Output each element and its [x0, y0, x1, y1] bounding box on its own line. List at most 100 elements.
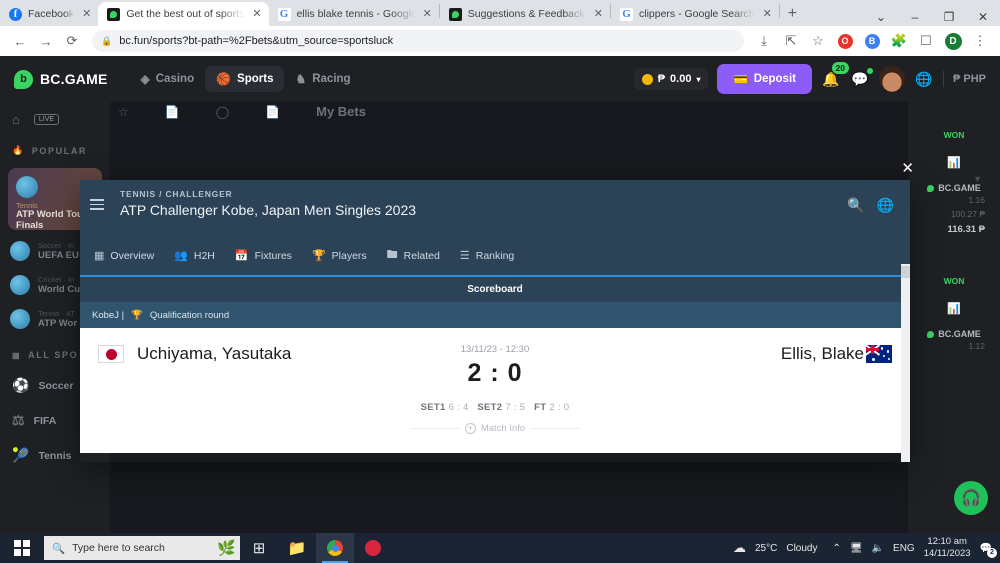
japan-flag	[98, 345, 124, 364]
forward-icon[interactable]: →	[39, 33, 53, 49]
weather-temp[interactable]: 25°C	[755, 542, 778, 554]
sidebar-item-fifa[interactable]: ⚖ FIFA	[0, 403, 110, 438]
install-icon[interactable]: ⤓	[761, 33, 767, 48]
blue-extension-icon[interactable]: B	[860, 29, 884, 53]
weather-desc[interactable]: Cloudy	[786, 542, 818, 554]
tab-ranking[interactable]: ☰ Ranking	[460, 249, 514, 263]
clock[interactable]: 12:10 am 14/11/2023	[924, 536, 971, 560]
modal-scrollbar[interactable]	[901, 264, 910, 462]
star-icon[interactable]: ☆	[118, 104, 129, 119]
match-detail-modal: TENNIS / CHALLENGER ATP Challenger Kobe,…	[80, 180, 910, 462]
mybets-icon[interactable]: 📄	[265, 104, 281, 119]
close-icon[interactable]: ✕	[422, 7, 432, 20]
monitor-icon[interactable]: 🖥	[849, 542, 863, 554]
close-icon[interactable]: ✕	[252, 7, 262, 20]
site-logo[interactable]: b BC.GAME	[14, 69, 108, 89]
opera-extension-icon[interactable]: O	[833, 29, 857, 53]
clock-time: 12:10 am	[927, 536, 967, 548]
tab-h2h[interactable]: 👥 H2H	[174, 249, 215, 263]
modal-scrollbar-thumb[interactable]	[901, 266, 910, 278]
bet-brand: BC.GAME	[917, 329, 991, 339]
maximize-button[interactable]: ❐	[943, 10, 955, 24]
basketball-icon: 🏀	[216, 72, 232, 86]
home-icon[interactable]: ⌂	[12, 112, 20, 127]
tray-expand-icon[interactable]: ⌃	[832, 542, 841, 554]
balance-display[interactable]: ₱ 0.00 ▾	[633, 68, 709, 90]
start-button[interactable]	[0, 540, 44, 556]
tab-fixtures[interactable]: 📅 Fixtures	[235, 249, 292, 263]
nav-label: Sports	[237, 73, 274, 85]
set-label: SET1	[420, 402, 446, 413]
currency-selector[interactable]: ₱ PHP	[952, 73, 986, 85]
tab-related[interactable]: 🖿 Related	[387, 246, 440, 265]
bet-card-1[interactable]: WON 📊 BC.GAME 1.16 100.27 ₱ 116.31 ₱	[908, 120, 1000, 248]
close-window-button[interactable]: ✕	[977, 10, 989, 24]
globe-settings-icon[interactable]: 🌐	[876, 197, 894, 213]
chat-icon[interactable]: 💬	[850, 67, 873, 88]
new-tab-button[interactable]: +	[787, 5, 798, 22]
sidebar-item-tennis[interactable]: 🎾 Tennis	[0, 438, 110, 473]
close-icon[interactable]: ✕	[82, 7, 92, 20]
search-icon[interactable]: 🔍	[847, 197, 865, 213]
bet-card-2[interactable]: WON 📊 BC.GAME 1.12	[908, 266, 1000, 363]
my-bets-label[interactable]: My Bets	[316, 104, 366, 119]
bell-icon[interactable]: 🔔 20	[821, 61, 849, 88]
notification-center-icon[interactable]: 💬 2	[980, 543, 997, 558]
australia-flag	[866, 345, 892, 364]
nav-sports[interactable]: 🏀 Sports	[205, 66, 285, 92]
sidebar-event-soccer[interactable]: Soccer · In UEFA EU	[0, 234, 110, 268]
browser-tab-suggestions[interactable]: Suggestions & Feedback - B ✕	[440, 2, 610, 26]
notification-count: 2	[987, 547, 997, 558]
match-info-toggle[interactable]: + Match Info	[80, 423, 910, 434]
tab-search-icon[interactable]: ⌄	[875, 10, 887, 24]
live-icon[interactable]: LIVE	[33, 114, 60, 125]
speaker-icon[interactable]: 🔈	[871, 542, 885, 554]
nav-casino[interactable]: ◈ Casino	[130, 66, 206, 92]
deposit-button[interactable]: 💳 Deposit	[717, 64, 812, 94]
hamburger-menu-icon[interactable]	[90, 196, 104, 213]
app-icon[interactable]	[354, 533, 392, 563]
browser-tab-google-ellis[interactable]: G ellis blake tennis - Google S ✕	[269, 2, 439, 26]
online-dot	[866, 67, 873, 74]
soccer-ball-icon: ⚽	[12, 377, 30, 393]
browser-tab-facebook[interactable]: f Facebook ✕	[0, 2, 98, 26]
share-icon[interactable]: ⇱	[785, 33, 797, 48]
puzzle-extension-icon[interactable]: 🧩	[890, 33, 908, 48]
clock-icon[interactable]: ◯	[215, 104, 230, 119]
tab-players[interactable]: 🏆 Players	[312, 249, 367, 263]
language-indicator[interactable]: ENG	[893, 542, 915, 554]
browser-tab-bcgame[interactable]: Get the best out of sports b ✕	[98, 2, 269, 26]
minimize-button[interactable]: –	[911, 10, 919, 24]
task-view-icon[interactable]: ⊞	[252, 540, 266, 557]
address-bar[interactable]: 🔒 bc.fun/sports?bt-path=%2Fbets&utm_sour…	[92, 30, 744, 52]
headset-icon[interactable]: 🎧	[954, 481, 988, 515]
sidebar-event-tennis[interactable]: Tennis · AT ATP Wor	[0, 302, 110, 336]
sidebar-item-label: Soccer	[38, 379, 74, 392]
browser-menu-icon[interactable]: ⋮	[973, 33, 987, 48]
avatar[interactable]	[878, 66, 905, 92]
sidepanel-icon[interactable]: ☐	[920, 33, 932, 48]
chart-icon: 📊	[947, 303, 961, 316]
bet-slip-icon[interactable]: 📄	[164, 104, 180, 119]
lock-icon: 🔒	[101, 35, 113, 46]
modal-close-button[interactable]: ✕	[901, 160, 914, 177]
browser-tab-clippers[interactable]: G clippers - Google Search ✕	[611, 2, 779, 26]
globe-icon[interactable]: 🌐	[915, 70, 933, 87]
profile-avatar[interactable]: D	[941, 29, 965, 53]
back-icon[interactable]: ←	[13, 33, 27, 49]
status-badge: WON	[943, 130, 965, 140]
sidebar-event-cricket[interactable]: Cricket · In World Cu	[0, 268, 110, 302]
bookmark-star-icon[interactable]: ☆	[812, 33, 824, 48]
chrome-icon[interactable]	[316, 533, 354, 563]
tab-overview[interactable]: ▦ Overview	[94, 249, 154, 263]
search-input[interactable]: 🔍 Type here to search 🌿	[44, 536, 240, 560]
reload-icon[interactable]: ⟳	[66, 33, 78, 48]
event-title: World Cu	[38, 284, 81, 295]
fifa-icon: ⚖	[12, 412, 25, 428]
close-icon[interactable]: ✕	[593, 7, 603, 20]
chevron-down-icon[interactable]: ▼	[973, 174, 982, 184]
sidebar-item-soccer[interactable]: ⚽ Soccer	[0, 368, 110, 403]
nav-racing[interactable]: ♞ Racing	[284, 66, 361, 92]
file-explorer-icon[interactable]: 📁	[287, 540, 307, 557]
close-icon[interactable]: ✕	[762, 7, 772, 20]
